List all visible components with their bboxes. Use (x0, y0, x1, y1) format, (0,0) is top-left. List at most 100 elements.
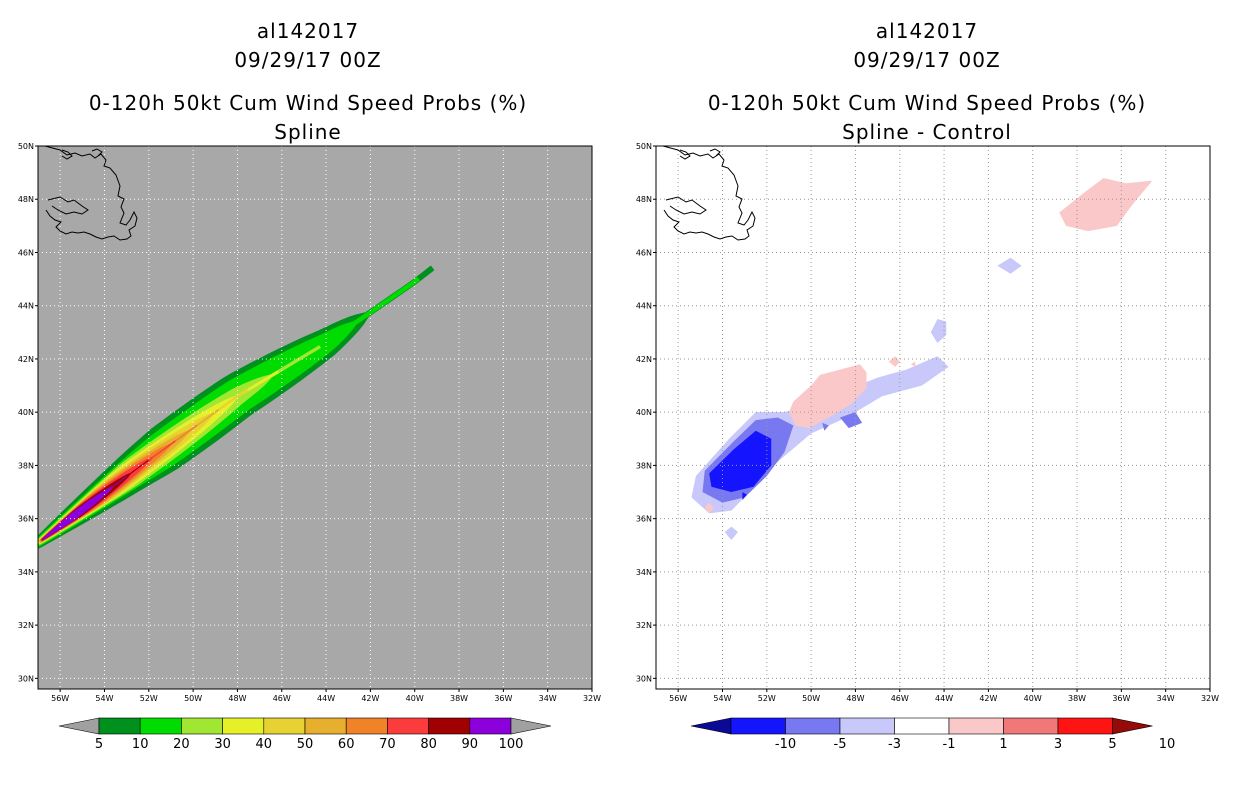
colorbar-label: 70 (379, 737, 396, 752)
y-tick-label: 48N (636, 195, 652, 204)
x-tick-label: 36W (494, 694, 512, 703)
x-tick-label: 38W (1068, 694, 1086, 703)
colorbar-swatch (785, 717, 841, 735)
colorbar-label: 10 (132, 737, 149, 752)
y-tick-label: 42N (18, 355, 34, 364)
x-tick-label: 52W (140, 694, 158, 703)
colorbar-label: 30 (214, 737, 231, 752)
y-tick-label: 48N (18, 195, 34, 204)
colorbar-swatch (1003, 717, 1059, 735)
plume-contour-90pct (42, 475, 128, 540)
diff-area (910, 361, 916, 367)
colorbar-swatch (839, 717, 895, 735)
x-tick-label: 34W (1157, 694, 1175, 703)
x-tick-label: 32W (1201, 694, 1219, 703)
x-tick-label: 50W (184, 694, 202, 703)
colorbar-swatch (181, 717, 223, 735)
y-tick-label: 32N (636, 621, 652, 630)
colorbar-swatch (1057, 717, 1113, 735)
coastline-newfoundland (44, 146, 138, 241)
left-storm-id: al142017 (256, 19, 360, 43)
colorbar-label: 60 (338, 737, 355, 752)
left-chart-title: 0-120h 50kt Cum Wind Speed Probs (%) (88, 91, 528, 115)
x-tick-label: 48W (228, 694, 246, 703)
background-below-threshold (38, 146, 592, 689)
x-tick-label: 32W (583, 694, 601, 703)
colorbar-over-arrow (1112, 717, 1153, 735)
colorbar-label: 50 (297, 737, 314, 752)
right-title-block: al142017 09/29/17 00Z (627, 17, 1227, 75)
colorbar-label: 100 (499, 737, 524, 752)
right-chart-heading: 0-120h 50kt Cum Wind Speed Probs (%) Spl… (627, 89, 1227, 147)
plot-frame (655, 145, 1211, 690)
right-storm-id: al142017 (875, 19, 979, 43)
colorbar-label: 5 (1108, 737, 1116, 752)
x-tick-label: 36W (1112, 694, 1130, 703)
coastline-newfoundland (662, 146, 756, 241)
y-tick-label: 36N (636, 515, 652, 524)
y-tick-label: 44N (18, 302, 34, 311)
x-tick-label: 50W (802, 694, 820, 703)
coastline-path (61, 149, 73, 160)
x-tick-label: 54W (713, 694, 731, 703)
colorbar-swatch (469, 717, 512, 735)
coastline-path (665, 196, 707, 215)
y-tick-label: 46N (18, 248, 34, 257)
y-tick-label: 44N (636, 302, 652, 311)
coastline-path (709, 148, 721, 157)
right-map-chart: 56W 54W 52W 50W 48W 46W 44W 42W 40W 38W 36W 34W 32W 5… (636, 142, 1219, 752)
y-tick-label: 36N (18, 515, 34, 524)
x-tick-label: 54W (95, 694, 113, 703)
colorbar-label: 1 (999, 737, 1007, 752)
x-tick-label: 44W (317, 694, 335, 703)
colorbar-label: -3 (888, 737, 901, 752)
y-tick-label: 42N (636, 355, 652, 364)
y-tick-label: 34N (18, 568, 34, 577)
x-tick-label: 46W (273, 694, 291, 703)
colorbar-label: -10 (775, 737, 796, 752)
plot-frame (37, 145, 593, 690)
colorbar-over-arrow (510, 717, 552, 735)
y-tick-label: 50N (636, 142, 652, 151)
colorbar-swatch (139, 717, 182, 735)
difference-areas (691, 177, 1153, 540)
colorbar-label: 40 (256, 737, 273, 752)
x-tick-label: 40W (1024, 694, 1042, 703)
coastline-path (91, 148, 103, 157)
diff-area (1059, 177, 1153, 232)
colorbar-label: 3 (1054, 737, 1062, 752)
x-tick-label: 42W (361, 694, 379, 703)
colorbar-label: 80 (420, 737, 437, 752)
right-chart-title: 0-120h 50kt Cum Wind Speed Probs (%) (707, 91, 1147, 115)
x-tick-label: 56W (51, 694, 69, 703)
y-tick-label: 32N (18, 621, 34, 630)
diff-area (997, 257, 1022, 274)
colorbar-swatch (894, 717, 950, 735)
y-tick-label: 40N (18, 408, 34, 417)
y-tick-label: 40N (636, 408, 652, 417)
left-chart-subtitle: Spline (274, 120, 342, 144)
colorbar-swatch (263, 717, 306, 735)
colorbar-swatch (345, 717, 388, 735)
y-tick-label: 30N (636, 674, 652, 683)
diff-area (709, 430, 772, 493)
left-datetime: 09/29/17 00Z (234, 48, 382, 72)
colorbar-swatch (428, 717, 471, 735)
y-tick-label: 38N (18, 461, 34, 470)
x-tick-label: 38W (450, 694, 468, 703)
left-map-chart: 56W 54W 52W 50W 48W 46W 44W 42W 40W 38W 36W 34W 32W 5… (18, 142, 601, 752)
right-chart-subtitle: Spline - Control (842, 120, 1012, 144)
diff-area (724, 526, 738, 540)
y-tick-label: 50N (18, 142, 34, 151)
colorbar-under-arrow (690, 717, 732, 735)
colorbar-label: -5 (834, 737, 847, 752)
right-datetime: 09/29/17 00Z (853, 48, 1001, 72)
colorbar-swatch (98, 717, 141, 735)
left-chart-heading: 0-120h 50kt Cum Wind Speed Probs (%) Spl… (8, 89, 608, 147)
x-tick-label: 44W (935, 694, 953, 703)
y-tick-label: 30N (18, 674, 34, 683)
colorbar-label: 5 (95, 737, 103, 752)
colorbar-label: 20 (173, 737, 190, 752)
colorbar-swatch (730, 717, 786, 735)
y-tick-label: 46N (636, 248, 652, 257)
